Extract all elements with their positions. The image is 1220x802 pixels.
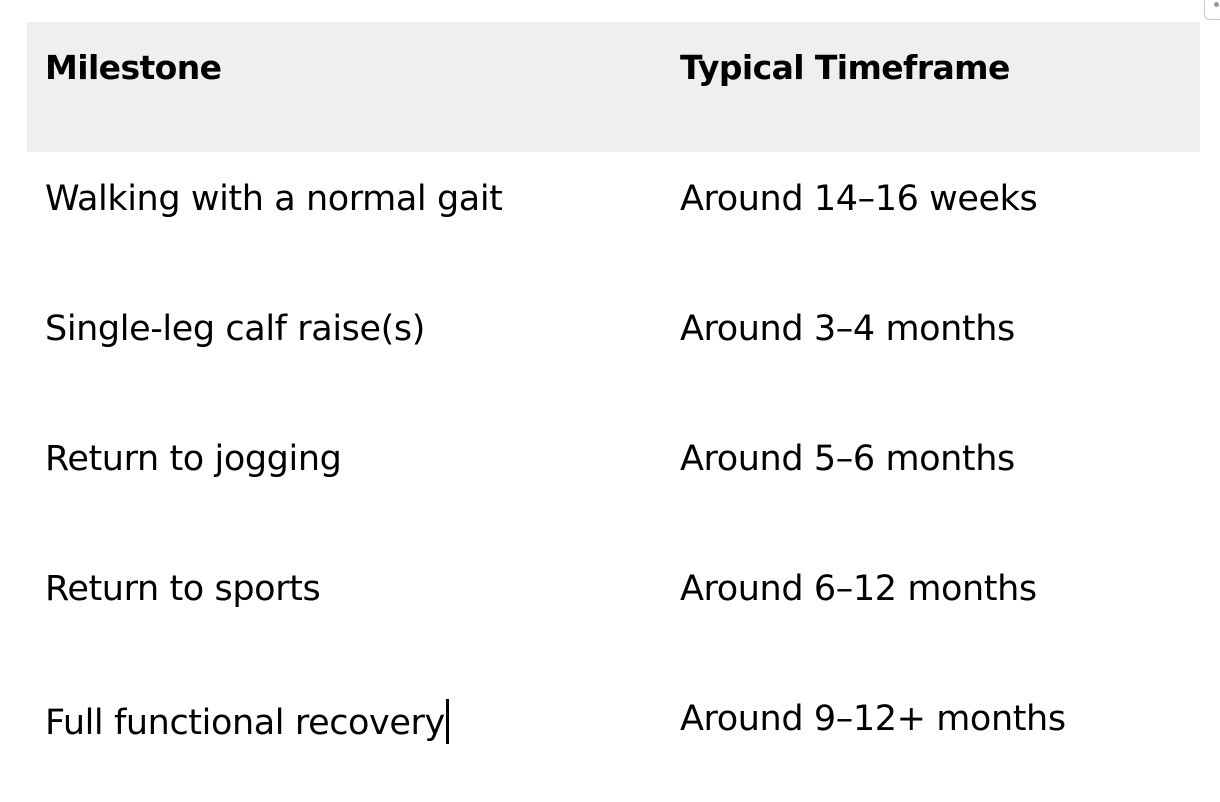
timeframe-cell[interactable]: Around 3–4 months xyxy=(680,309,1015,349)
milestone-cell[interactable]: Single-leg calf raise(s) xyxy=(45,309,425,349)
timeframe-cell[interactable]: Around 6–12 months xyxy=(680,569,1037,609)
header-milestone[interactable]: Milestone xyxy=(45,48,222,87)
header-typical-timeframe[interactable]: Typical Timeframe xyxy=(680,48,1010,87)
table-header-row: Milestone Typical Timeframe xyxy=(27,22,1200,152)
milestone-cell[interactable]: Walking with a normal gait xyxy=(45,179,503,219)
milestone-cell[interactable]: Return to jogging xyxy=(45,439,342,479)
milestone-cell-text: Full functional recovery xyxy=(45,703,445,743)
table-row: Return to sports Around 6–12 months xyxy=(27,542,1200,672)
milestone-table: Milestone Typical Timeframe Walking with… xyxy=(27,22,1200,802)
table-options-handle-icon[interactable] xyxy=(1204,0,1220,20)
table-row: Full functional recovery Around 9–12+ mo… xyxy=(27,672,1200,802)
timeframe-cell[interactable]: Around 14–16 weeks xyxy=(680,179,1038,219)
table-row: Return to jogging Around 5–6 months xyxy=(27,412,1200,542)
milestone-cell-active[interactable]: Full functional recovery xyxy=(27,672,662,744)
table-row: Single-leg calf raise(s) Around 3–4 mont… xyxy=(27,282,1200,412)
milestone-cell[interactable]: Return to sports xyxy=(45,569,321,609)
timeframe-cell[interactable]: Around 9–12+ months xyxy=(680,699,1066,739)
table-row: Walking with a normal gait Around 14–16 … xyxy=(27,152,1200,282)
timeframe-cell[interactable]: Around 5–6 months xyxy=(680,439,1015,479)
text-cursor xyxy=(445,699,449,744)
